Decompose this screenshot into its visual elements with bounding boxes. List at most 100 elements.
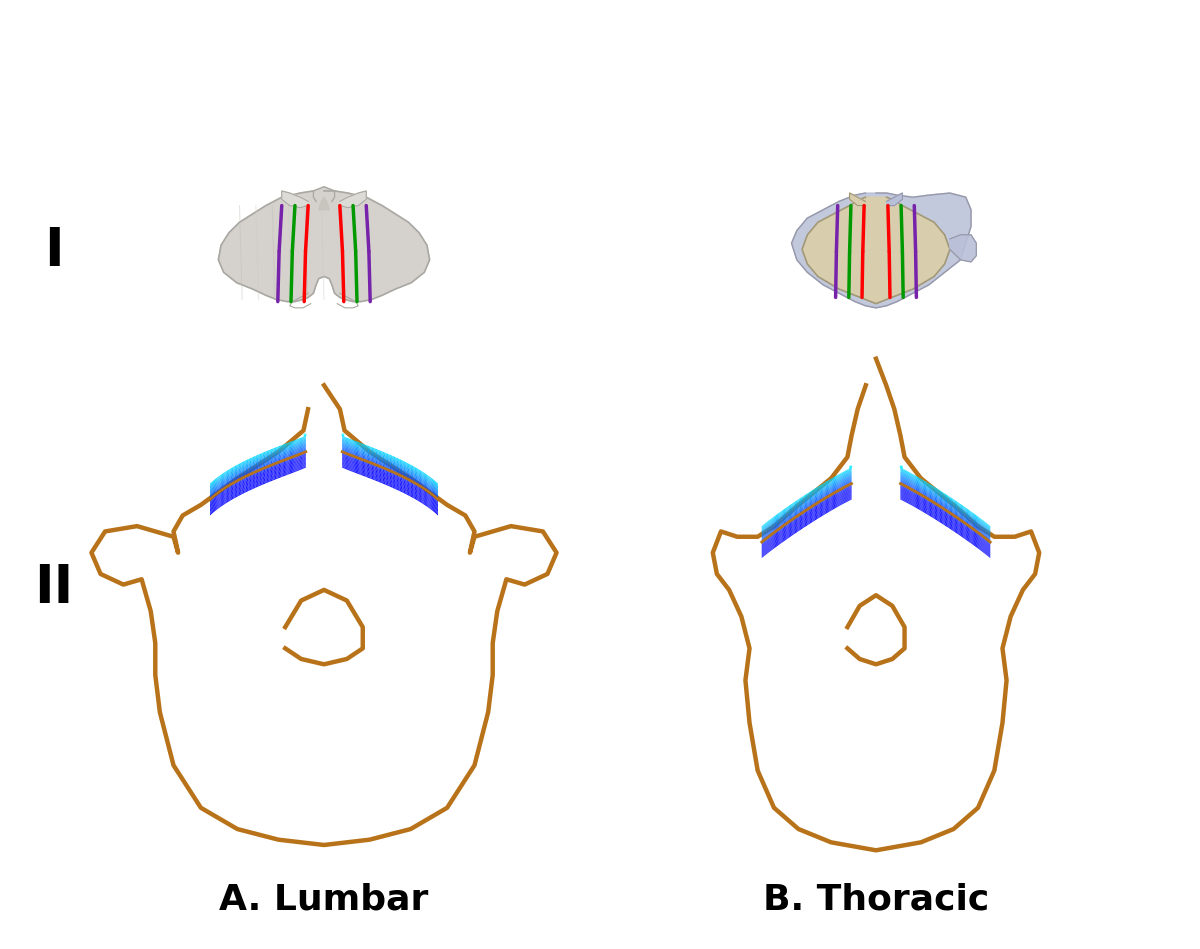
Polygon shape bbox=[230, 471, 232, 473]
Polygon shape bbox=[258, 482, 259, 484]
Polygon shape bbox=[378, 464, 380, 466]
Polygon shape bbox=[251, 473, 253, 474]
Polygon shape bbox=[416, 494, 418, 496]
Polygon shape bbox=[392, 487, 394, 489]
Polygon shape bbox=[822, 483, 823, 485]
Polygon shape bbox=[788, 536, 790, 538]
Polygon shape bbox=[264, 477, 265, 479]
Polygon shape bbox=[254, 458, 256, 460]
Polygon shape bbox=[928, 504, 929, 507]
Polygon shape bbox=[277, 464, 278, 466]
Polygon shape bbox=[286, 460, 287, 461]
Polygon shape bbox=[929, 497, 930, 499]
Polygon shape bbox=[409, 490, 410, 492]
Polygon shape bbox=[799, 522, 802, 524]
Polygon shape bbox=[268, 476, 270, 478]
Polygon shape bbox=[787, 512, 788, 514]
Polygon shape bbox=[266, 462, 268, 464]
Polygon shape bbox=[246, 491, 247, 493]
Polygon shape bbox=[242, 464, 245, 466]
Polygon shape bbox=[809, 519, 810, 521]
Polygon shape bbox=[806, 519, 808, 521]
Polygon shape bbox=[420, 489, 421, 492]
Polygon shape bbox=[422, 478, 424, 480]
Polygon shape bbox=[410, 466, 412, 468]
Polygon shape bbox=[384, 454, 385, 456]
Polygon shape bbox=[930, 488, 931, 490]
Polygon shape bbox=[805, 505, 806, 507]
Polygon shape bbox=[259, 481, 262, 483]
Polygon shape bbox=[383, 477, 384, 479]
Polygon shape bbox=[397, 483, 398, 485]
Polygon shape bbox=[257, 485, 258, 487]
Polygon shape bbox=[926, 512, 928, 513]
Polygon shape bbox=[956, 509, 958, 511]
Polygon shape bbox=[817, 489, 818, 491]
Polygon shape bbox=[788, 530, 790, 532]
Polygon shape bbox=[811, 520, 812, 522]
Polygon shape bbox=[788, 505, 790, 508]
Polygon shape bbox=[959, 507, 960, 509]
Polygon shape bbox=[283, 461, 284, 462]
Polygon shape bbox=[275, 478, 276, 479]
Polygon shape bbox=[398, 465, 400, 467]
Polygon shape bbox=[809, 492, 810, 494]
Polygon shape bbox=[422, 501, 424, 503]
Polygon shape bbox=[270, 474, 271, 476]
Polygon shape bbox=[376, 477, 377, 478]
Polygon shape bbox=[286, 455, 287, 456]
Polygon shape bbox=[954, 514, 955, 516]
Polygon shape bbox=[419, 478, 420, 480]
Polygon shape bbox=[235, 468, 236, 470]
Polygon shape bbox=[815, 505, 816, 507]
Polygon shape bbox=[949, 514, 950, 517]
Polygon shape bbox=[932, 509, 934, 511]
Polygon shape bbox=[275, 474, 276, 475]
Polygon shape bbox=[233, 493, 235, 495]
Polygon shape bbox=[418, 482, 419, 485]
Polygon shape bbox=[401, 466, 402, 468]
Polygon shape bbox=[274, 474, 275, 476]
Polygon shape bbox=[281, 445, 283, 447]
Polygon shape bbox=[962, 536, 964, 538]
Polygon shape bbox=[362, 471, 364, 473]
Polygon shape bbox=[373, 471, 374, 473]
Polygon shape bbox=[419, 491, 420, 493]
Polygon shape bbox=[817, 504, 818, 506]
Polygon shape bbox=[822, 503, 823, 505]
Polygon shape bbox=[941, 507, 942, 509]
Polygon shape bbox=[280, 453, 281, 455]
Polygon shape bbox=[382, 456, 383, 458]
Polygon shape bbox=[420, 499, 421, 501]
Polygon shape bbox=[950, 512, 953, 515]
Polygon shape bbox=[259, 465, 262, 467]
Polygon shape bbox=[253, 460, 254, 462]
Polygon shape bbox=[391, 474, 392, 476]
Polygon shape bbox=[227, 489, 228, 492]
Polygon shape bbox=[276, 455, 277, 456]
Polygon shape bbox=[365, 461, 367, 463]
Polygon shape bbox=[229, 498, 230, 500]
Polygon shape bbox=[232, 481, 233, 483]
Polygon shape bbox=[406, 477, 407, 479]
Polygon shape bbox=[959, 519, 960, 521]
Polygon shape bbox=[817, 492, 818, 493]
Polygon shape bbox=[373, 470, 374, 472]
Polygon shape bbox=[823, 504, 824, 507]
Polygon shape bbox=[956, 502, 958, 504]
Polygon shape bbox=[224, 480, 226, 483]
Polygon shape bbox=[264, 467, 265, 469]
Polygon shape bbox=[263, 468, 264, 470]
Polygon shape bbox=[224, 484, 226, 487]
Polygon shape bbox=[368, 465, 370, 467]
Polygon shape bbox=[788, 511, 790, 512]
Polygon shape bbox=[361, 466, 362, 468]
Polygon shape bbox=[272, 462, 274, 464]
Polygon shape bbox=[246, 464, 247, 466]
Polygon shape bbox=[361, 465, 362, 467]
Polygon shape bbox=[391, 481, 392, 483]
Polygon shape bbox=[797, 500, 798, 503]
Polygon shape bbox=[401, 462, 402, 464]
Polygon shape bbox=[403, 487, 406, 489]
Polygon shape bbox=[938, 505, 940, 507]
